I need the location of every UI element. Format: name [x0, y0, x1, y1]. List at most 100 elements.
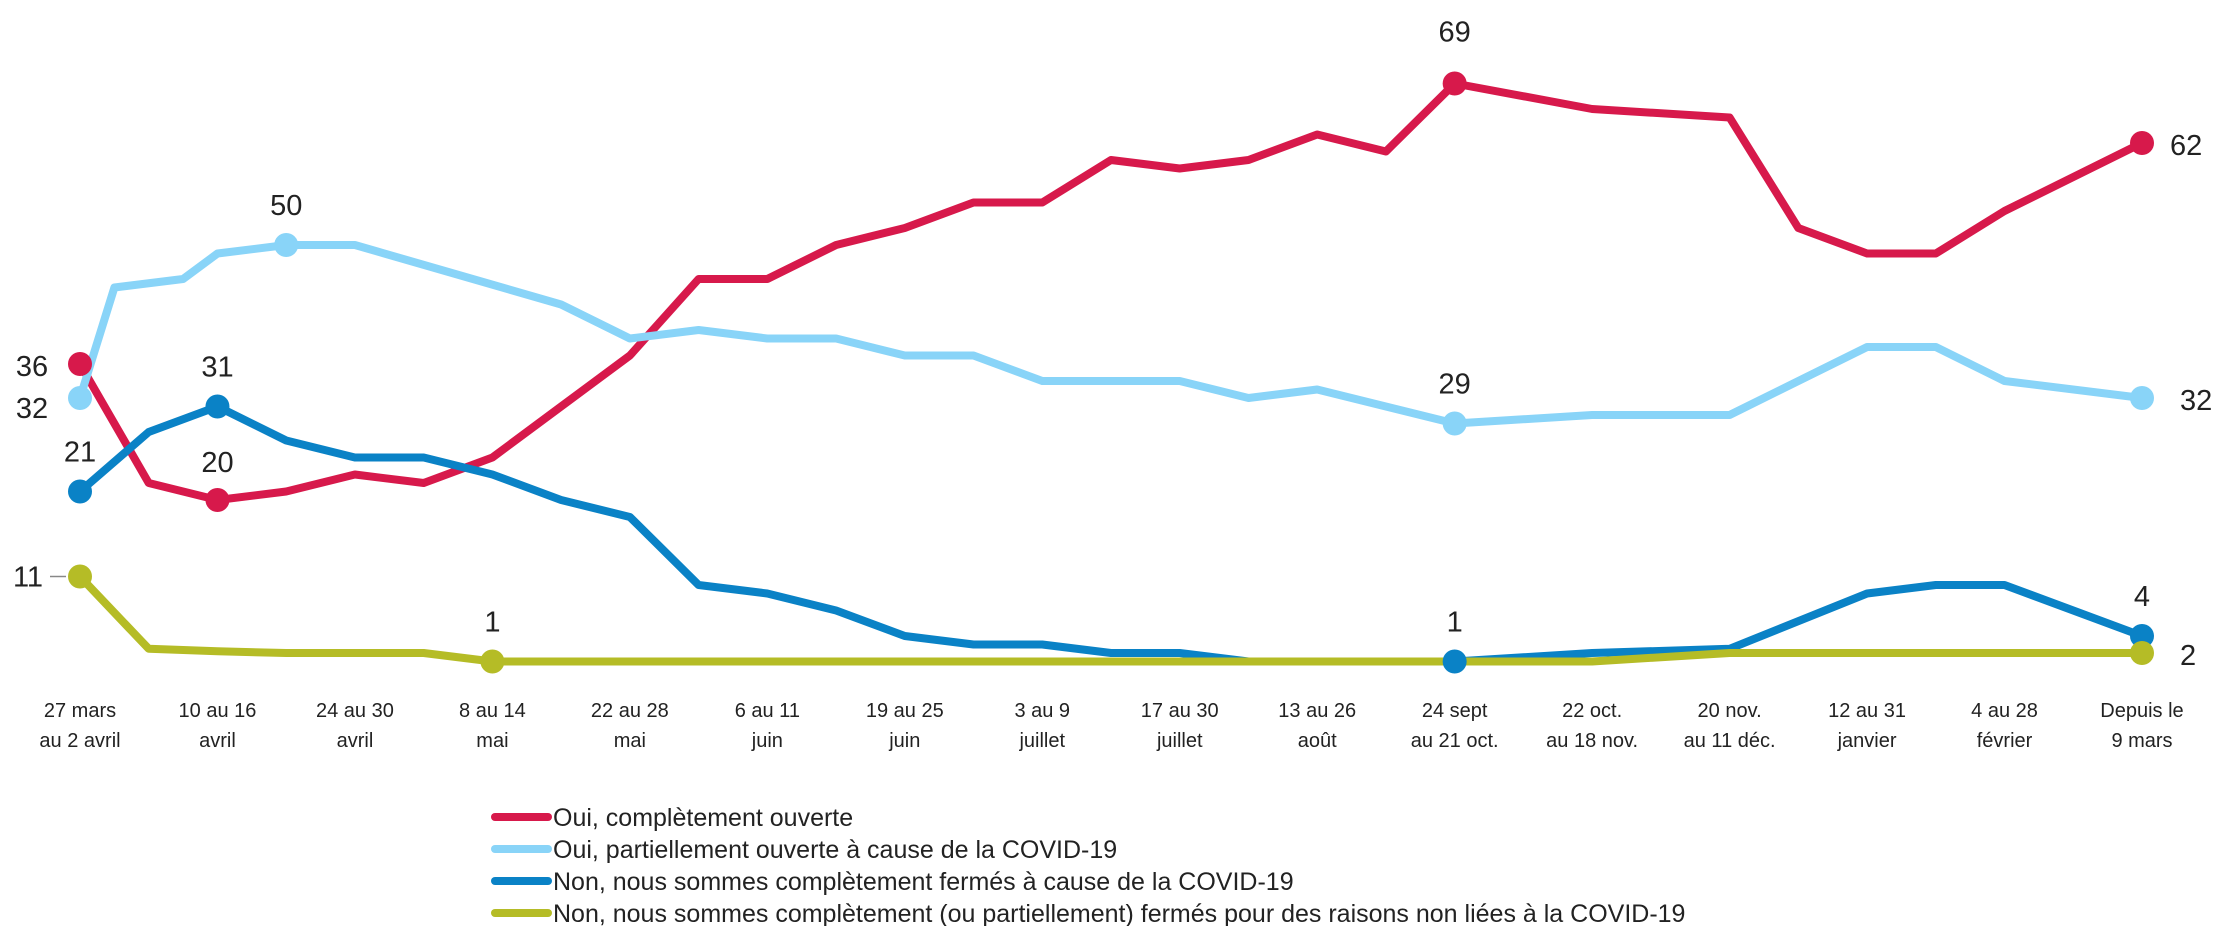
series-line — [76, 241, 2146, 428]
data-point-marker — [2130, 624, 2154, 648]
series-line — [76, 572, 2146, 666]
data-label: 50 — [270, 190, 302, 222]
data-point-marker — [205, 394, 230, 419]
x-tick-label-line: 27 mars — [44, 700, 116, 722]
series-line — [76, 79, 2146, 504]
x-tick-label: 6 au 11 juin — [735, 700, 800, 752]
legend-label: Oui, complètement ouverte — [553, 804, 853, 832]
legend-item: Oui, partiellement ouverte à cause de la… — [491, 836, 1117, 864]
x-tick-label-line: juillet — [1018, 730, 1065, 752]
x-tick-label-line: 10 au 16 — [179, 700, 257, 722]
data-point-marker — [274, 233, 299, 257]
x-tick-label-line: au 11 déc. — [1684, 730, 1776, 752]
data-label: 32 — [16, 393, 48, 425]
series-1-markers: 36 20 69 62 — [16, 17, 2202, 512]
legend-label: Oui, partiellement ouverte à cause de la… — [553, 836, 1117, 864]
x-tick-label-line: au 18 nov. — [1546, 730, 1638, 752]
x-tick-label-line: 6 au 11 — [735, 700, 800, 722]
data-label: 1 — [1447, 607, 1463, 639]
data-label: 2 — [2180, 640, 2196, 672]
x-tick-label-line: juin — [751, 730, 783, 752]
x-tick-label-line: avril — [337, 730, 374, 752]
series-2 — [76, 241, 2146, 428]
x-axis-ticks: 27 mars au 2 avril 10 au 16 avril 24 au 30 av… — [39, 700, 2183, 752]
legend-item: Non, nous sommes complètement (ou partie… — [491, 900, 1685, 926]
x-tick-label: 20 nov. au 11 déc. — [1684, 700, 1776, 752]
x-tick-label-line: janvier — [1837, 730, 1897, 752]
x-tick-label: Depuis le 9 mars — [2100, 700, 2183, 752]
x-tick-label-line: 22 au 28 — [591, 700, 669, 722]
data-point-marker — [480, 649, 505, 674]
data-point-marker — [68, 479, 92, 504]
x-tick-label-line: février — [1977, 730, 2033, 752]
legend-item: Oui, complètement ouverte — [491, 804, 853, 832]
data-point-marker — [2130, 641, 2154, 665]
x-tick-label: 17 au 30 juillet — [1141, 700, 1219, 752]
x-tick-label: 8 au 14 mai — [459, 700, 526, 752]
x-tick-label: 27 mars au 2 avril — [39, 700, 120, 752]
x-tick-label-line: juin — [888, 730, 920, 752]
x-tick-label-line: au 21 oct. — [1411, 730, 1499, 752]
x-tick-label-line: au 2 avril — [39, 730, 120, 752]
x-tick-label-line: 4 au 28 — [1971, 700, 2038, 722]
data-label: 29 — [1439, 369, 1471, 401]
x-tick-label: 24 au 30 avril — [316, 700, 394, 752]
x-tick-label-line: 24 au 30 — [316, 700, 394, 722]
data-point-marker — [1442, 71, 1467, 96]
data-point-marker — [1442, 411, 1467, 436]
x-tick-label-line: 17 au 30 — [1141, 700, 1219, 722]
data-point-marker — [1442, 649, 1467, 674]
data-label: 4 — [2134, 581, 2150, 613]
data-label: 11 — [13, 562, 43, 594]
data-label: 69 — [1439, 17, 1471, 49]
x-tick-label: 13 au 26 août — [1278, 700, 1356, 752]
x-tick-label-line: août — [1298, 730, 1337, 752]
data-point-marker — [68, 352, 92, 376]
series-4 — [76, 572, 2146, 666]
x-tick-label-line: 8 au 14 — [459, 700, 526, 722]
series-2-markers: 32 50 29 32 — [16, 190, 2212, 436]
x-tick-label-line: mai — [476, 730, 508, 752]
legend-label: Non, nous sommes complètement fermés à c… — [553, 868, 1294, 896]
legend-item: Non, nous sommes complètement fermés à c… — [491, 868, 1294, 896]
data-point-marker — [205, 488, 230, 512]
x-tick-label-line: avril — [199, 730, 236, 752]
x-tick-label-line: 24 sept — [1422, 700, 1488, 722]
x-tick-label-line: 20 nov. — [1698, 700, 1762, 722]
x-tick-label: 12 au 31 janvier — [1828, 700, 1906, 752]
data-label: 31 — [201, 352, 233, 384]
series-3 — [76, 402, 2146, 666]
x-tick-label: 22 au 28 mai — [591, 700, 669, 752]
x-tick-label-line: 9 mars — [2111, 730, 2172, 752]
x-tick-label: 10 au 16 avril — [179, 700, 257, 752]
x-tick-label-line: mai — [614, 730, 646, 752]
data-label: 1 — [484, 607, 500, 639]
x-tick-label: 22 oct. au 18 nov. — [1546, 700, 1638, 752]
x-tick-label: 4 au 28 février — [1971, 700, 2038, 752]
x-tick-label-line: 3 au 9 — [1014, 700, 1070, 722]
data-point-marker — [68, 564, 92, 589]
data-label: 36 — [16, 351, 48, 383]
x-tick-label-line: juillet — [1156, 730, 1203, 752]
x-tick-label: 24 sept au 21 oct. — [1411, 700, 1499, 752]
data-label: 32 — [2180, 385, 2212, 417]
data-point-marker — [68, 386, 92, 410]
legend-label: Non, nous sommes complètement (ou partie… — [553, 900, 1685, 926]
legend: Oui, complètement ouverte Oui, partiellem… — [491, 804, 1685, 926]
x-tick-label-line: 13 au 26 — [1278, 700, 1356, 722]
x-tick-label: 3 au 9 juillet — [1014, 700, 1070, 752]
data-label: 21 — [64, 437, 96, 469]
data-point-marker — [2130, 131, 2154, 155]
series-1 — [76, 79, 2146, 504]
data-label: 62 — [2170, 130, 2202, 162]
series-line — [76, 402, 2146, 666]
x-tick-label-line: Depuis le — [2100, 700, 2183, 722]
data-label: 20 — [201, 447, 233, 479]
x-tick-label: 19 au 25 juin — [866, 700, 944, 752]
x-tick-label-line: 12 au 31 — [1828, 700, 1906, 722]
data-point-marker — [2130, 386, 2154, 410]
x-tick-label-line: 22 oct. — [1562, 700, 1622, 722]
